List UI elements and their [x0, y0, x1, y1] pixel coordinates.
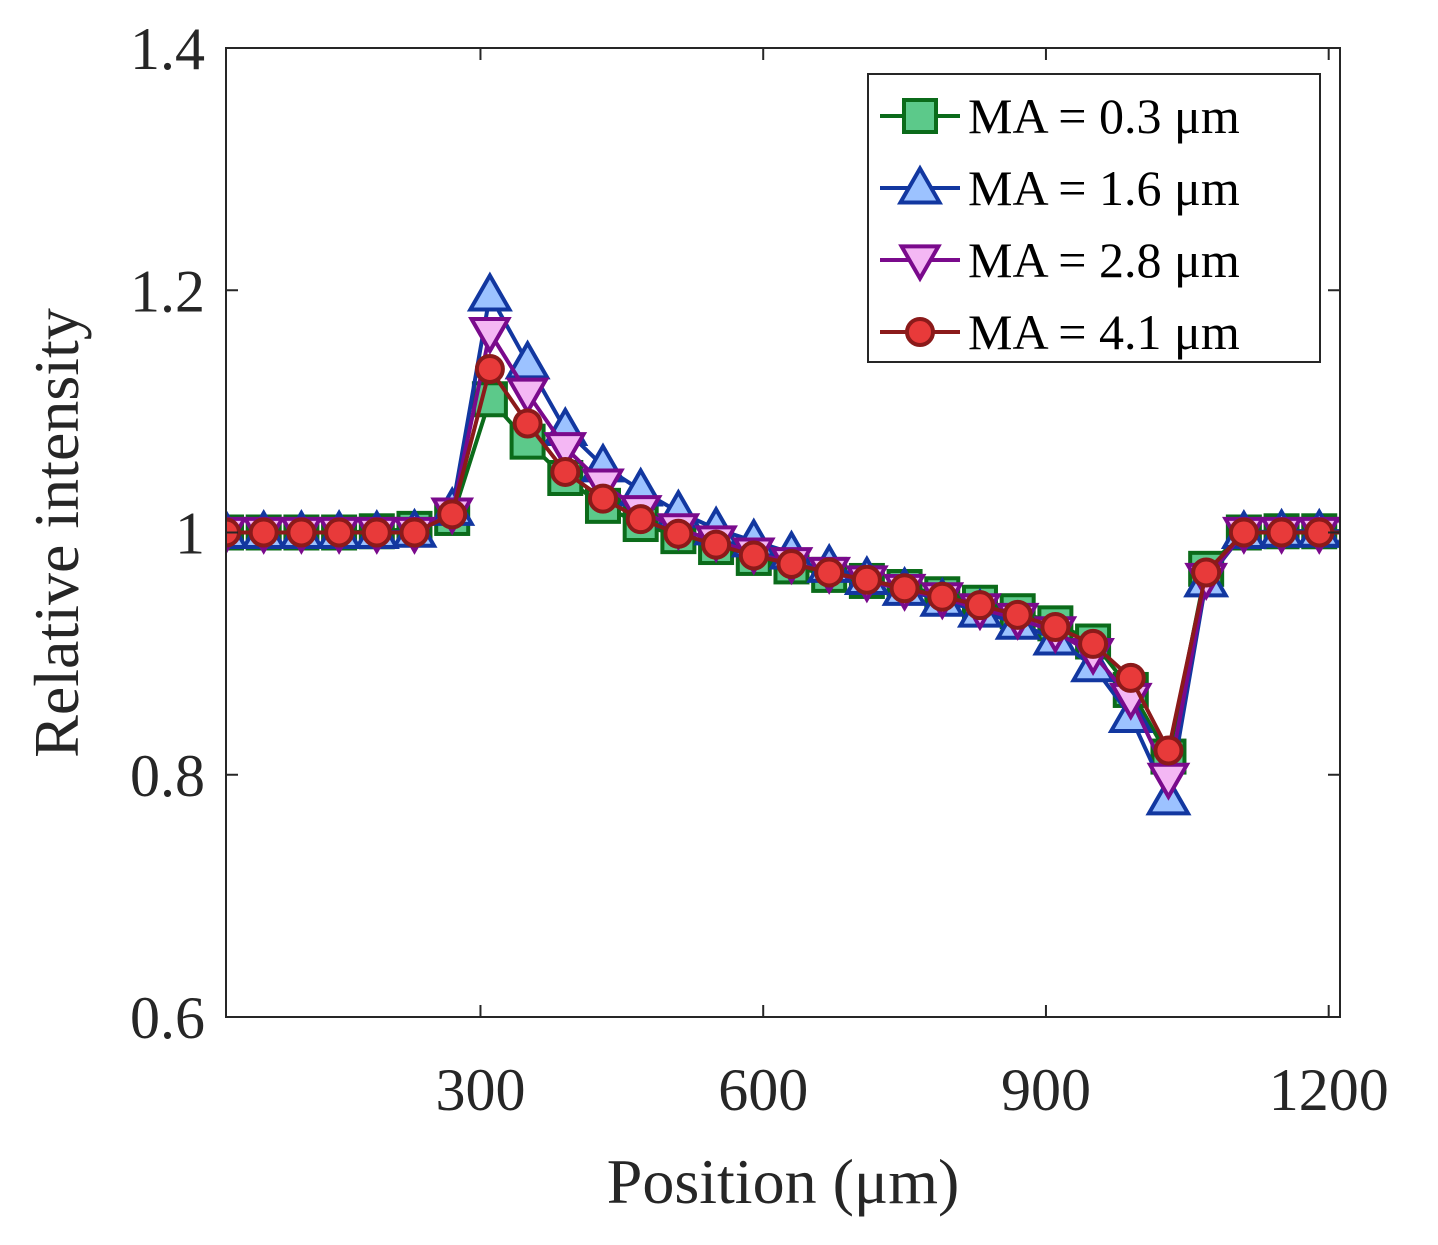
- data-point: [466, 271, 513, 312]
- x-tick-label: 1200: [1269, 1057, 1389, 1123]
- data-point: [1040, 611, 1071, 642]
- data-point: [504, 339, 551, 380]
- legend-marker: [905, 317, 935, 347]
- series-4: [226, 353, 1340, 766]
- y-tick-label: 1: [175, 501, 205, 567]
- series-layer: [226, 271, 1340, 816]
- data-point: [399, 517, 430, 548]
- legend-marker: [902, 98, 938, 134]
- data-point: [927, 581, 958, 612]
- legend-box: [867, 73, 1321, 363]
- data-point: [1078, 628, 1109, 659]
- data-point: [505, 377, 550, 416]
- data-point: [1115, 662, 1146, 693]
- data-point: [1002, 599, 1033, 630]
- data-point: [468, 317, 512, 356]
- legend-label: MA = 1.6 μm: [968, 160, 1240, 216]
- data-point: [248, 517, 279, 548]
- data-point: [663, 518, 694, 549]
- data-point: [814, 557, 845, 588]
- legend: MA = 0.3 μm MA = 1.6 μm MA = 2.8 μm MA = 4.…: [867, 73, 1321, 363]
- data-point: [889, 573, 920, 604]
- legend-label: MA = 2.8 μm: [968, 232, 1240, 288]
- data-point: [587, 483, 618, 514]
- legend-marker: [898, 244, 942, 283]
- data-point: [512, 408, 543, 439]
- data-point: [1153, 735, 1184, 766]
- data-point: [1266, 517, 1297, 548]
- data-point: [543, 432, 588, 471]
- x-tick-label: 900: [1001, 1057, 1091, 1123]
- data-point: [437, 499, 468, 530]
- data-point: [361, 517, 392, 548]
- data-point: [1228, 517, 1259, 548]
- data-point: [964, 590, 995, 621]
- legend-label: MA = 4.1 μm: [968, 304, 1240, 360]
- y-tick-label: 0.6: [130, 985, 205, 1051]
- data-point: [776, 548, 807, 579]
- data-point: [286, 517, 317, 548]
- data-point: [851, 564, 882, 595]
- data-point: [625, 504, 656, 535]
- x-tick-label: 300: [435, 1057, 525, 1123]
- y-tick-label: 1.2: [130, 258, 205, 324]
- legend-label: MA = 0.3 μm: [968, 88, 1240, 144]
- data-point: [550, 456, 581, 487]
- y-tick-label: 1.4: [130, 16, 205, 82]
- ticks-layer: 300 600 900 1200 0.6 0.8 1 1.2 1.4: [130, 16, 1389, 1123]
- x-axis-title: Position (μm): [607, 1146, 960, 1217]
- y-axis-title: Relative intensity: [21, 308, 92, 758]
- legend-marker: [896, 164, 944, 205]
- data-point: [1191, 557, 1222, 588]
- y-tick-label: 0.8: [130, 743, 205, 809]
- data-point: [474, 353, 505, 384]
- data-point: [701, 529, 732, 560]
- data-point: [324, 517, 355, 548]
- data-point: [738, 540, 769, 571]
- x-tick-label: 600: [718, 1057, 808, 1123]
